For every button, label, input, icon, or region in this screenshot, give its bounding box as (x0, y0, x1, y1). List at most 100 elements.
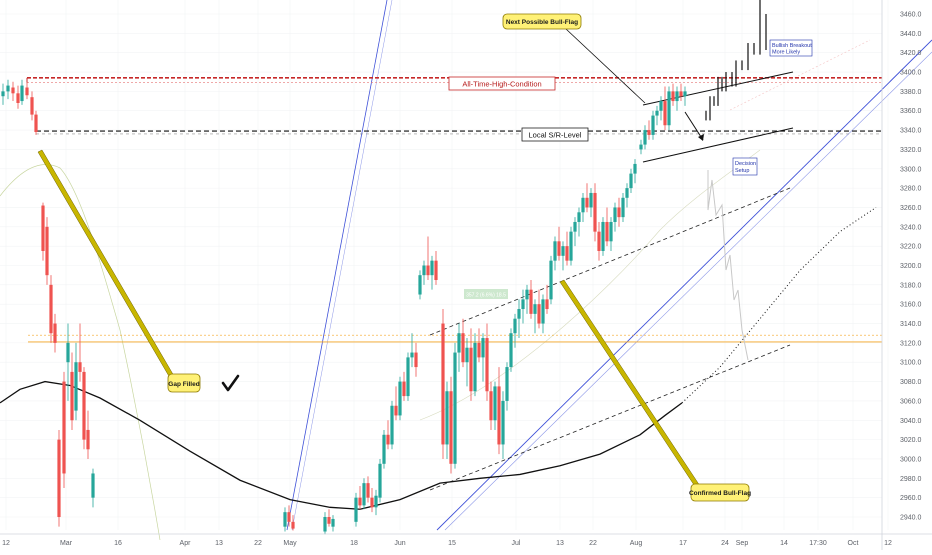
candle-body (671, 91, 675, 102)
candles-layer (1, 79, 687, 535)
candle-body (617, 207, 621, 218)
candle-body (525, 289, 529, 300)
candle-body (74, 362, 78, 411)
candle-body (358, 497, 362, 506)
candle-body (426, 265, 430, 276)
blue-uptrend-line-1 (436, 39, 932, 531)
candle-body (679, 91, 683, 97)
blue-steep-line-1 (286, 0, 388, 531)
candle-body (441, 323, 445, 445)
candle-body (561, 246, 565, 256)
candle-body (366, 483, 370, 498)
candle-body (382, 434, 386, 464)
x-tick-label: Mar (60, 540, 73, 547)
candle-body (549, 260, 553, 300)
candle-body (86, 429, 90, 450)
candle-body (20, 85, 24, 102)
candle-body (406, 357, 410, 397)
y-tick-label: 3460.0 (900, 12, 922, 19)
candle-body (481, 338, 485, 358)
candle-body (16, 93, 20, 103)
price-measure-box (464, 289, 508, 299)
candle-body (25, 87, 29, 96)
y-tick-label: 3400.0 (900, 70, 922, 77)
candle-body (605, 221, 609, 242)
x-tick-label: 24 (721, 540, 729, 547)
x-tick-label: 22 (589, 540, 597, 547)
checkmark-icon (221, 374, 240, 392)
price-measure-label: 357.2 (6.6%) 18.5 (466, 293, 506, 299)
candle-body (647, 130, 651, 135)
candle-body (553, 241, 557, 261)
y-tick-label: 3120.0 (900, 340, 922, 347)
faint-moving-average-1 (0, 164, 161, 541)
y-tick-label: 3060.0 (900, 398, 922, 405)
overlays-layer (684, 0, 767, 361)
candle-body (362, 483, 366, 506)
candle-body (402, 381, 406, 397)
y-tick-label: 3300.0 (900, 166, 922, 173)
candle-body (394, 405, 398, 416)
x-tick-label: 17 (679, 540, 687, 547)
candle-body (398, 381, 402, 416)
x-tick-label: Jun (394, 540, 405, 547)
x-tick-label: 15 (448, 540, 456, 547)
candle-body (501, 400, 505, 445)
y-tick-label: 3280.0 (900, 186, 922, 193)
candle-body (461, 333, 465, 363)
y-tick-label: 3380.0 (900, 89, 922, 96)
candle-body (565, 246, 569, 261)
candle-body (529, 289, 533, 314)
candle-body (477, 342, 481, 358)
x-axis[interactable]: 12 Mar 16 Apr 13 22 May 18 Jun 15 Jul 13 22 Aug 17 24 Se… (0, 533, 932, 547)
candle-body (473, 342, 477, 392)
candle-body (331, 518, 335, 527)
arrow-head-icon (698, 134, 704, 141)
candle-body (465, 347, 469, 363)
candle-body (585, 197, 589, 208)
candle-body (597, 231, 601, 251)
gap-filled-callout: Gap Filled (168, 381, 199, 388)
rising-channel-upper (429, 187, 791, 336)
x-tick-label: Jul (512, 540, 521, 547)
candle-body (49, 284, 53, 334)
candle-body (593, 192, 597, 232)
candle-body (70, 371, 74, 421)
candle-body (386, 434, 390, 445)
candle-body (573, 221, 577, 232)
candle-body (651, 115, 655, 135)
y-tick-label: 3160.0 (900, 302, 922, 309)
candle-body (283, 512, 287, 527)
x-tick-label: 14 (780, 540, 788, 547)
candle-body (457, 333, 461, 353)
candle-body (418, 275, 422, 295)
candle-body (11, 87, 15, 94)
candle-body (683, 91, 687, 97)
y-tick-label: 3020.0 (900, 437, 922, 444)
candle-body (625, 188, 629, 198)
candle-body (82, 371, 86, 440)
candle-body (613, 207, 617, 222)
y-tick-label: 3200.0 (900, 263, 922, 270)
bullish-breakout-line-2: More Likely (772, 50, 800, 56)
y-tick-label: 3260.0 (900, 205, 922, 212)
y-tick-label: 3140.0 (900, 321, 922, 328)
y-tick-label: 3080.0 (900, 379, 922, 386)
faint-moving-average-2 (419, 149, 761, 421)
candle-body (370, 497, 374, 508)
x-tick-label: 13 (215, 540, 223, 547)
candle-body (541, 299, 545, 324)
candle-body (655, 110, 659, 116)
candle-body (30, 97, 34, 115)
candle-body (53, 323, 57, 343)
y-axis[interactable]: 3460.0 3440.0 3420.0 3400.0 3380.0 3360.0 3340… (881, 0, 922, 550)
y-tick-label: 2960.0 (900, 495, 922, 502)
candle-body (323, 517, 327, 532)
candle-body (643, 130, 647, 145)
candle-body (517, 309, 521, 319)
candle-body (390, 405, 394, 445)
y-tick-label: 3000.0 (900, 456, 922, 463)
candle-body (422, 265, 426, 276)
x-tick-label: May (283, 540, 297, 547)
